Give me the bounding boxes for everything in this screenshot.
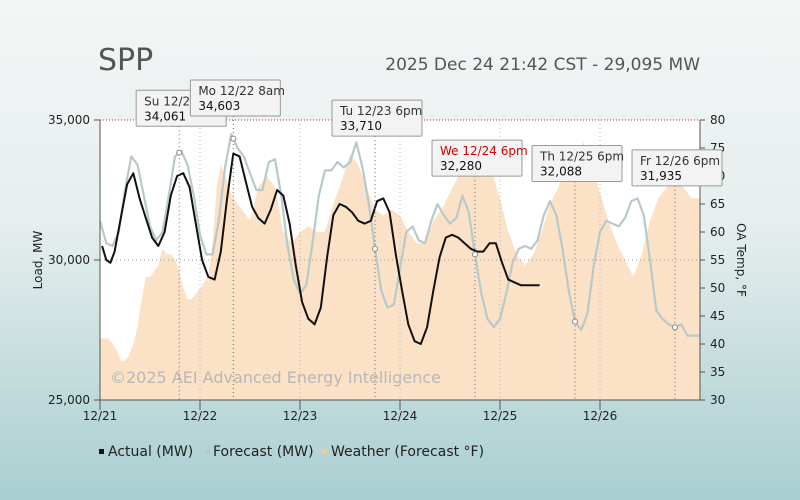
y2-tick-label: 35 (710, 365, 725, 379)
callout-value: 33,710 (340, 119, 382, 133)
legend-swatch-actual (99, 449, 104, 454)
callout-label: We 12/24 6pm (440, 144, 528, 158)
callout-value: 32,280 (440, 159, 482, 173)
x-tick-label: 12/23 (283, 409, 318, 423)
callout-value: 34,603 (198, 99, 240, 113)
y2-tick-label: 40 (710, 337, 725, 351)
legend-label-weather: Weather (Forecast °F) (331, 444, 484, 460)
callout-point (572, 318, 578, 325)
y2-tick-label: 45 (710, 309, 725, 323)
callout-point (672, 324, 678, 331)
callout-point (176, 149, 183, 156)
legend-swatch-forecast (205, 449, 210, 454)
legend-label-actual: Actual (MW) (108, 444, 193, 460)
chart-subtitle: 2025 Dec 24 21:42 CST - 29,095 MW (385, 55, 700, 75)
callout-label: Fr 12/26 6pm (640, 154, 720, 168)
chart-title: SPP (98, 43, 153, 78)
forecast-line (98, 132, 700, 337)
callout-point (372, 245, 378, 252)
callout-box (189, 79, 281, 117)
callout-label: Tu 12/23 6pm (339, 104, 422, 118)
callout-value: 34,061 (144, 109, 186, 123)
x-tick-label: 12/21 (83, 409, 118, 423)
x-tick-label: 12/22 (183, 409, 218, 423)
callout-box (431, 139, 523, 177)
legend-swatch-weather (322, 449, 327, 454)
actual-line (101, 152, 540, 345)
y2-tick-label: 65 (710, 197, 725, 211)
callout-box (331, 99, 423, 137)
y-tick-label: 30,000 (48, 253, 90, 267)
callout-label: Th 12/25 6pm (539, 150, 624, 164)
callout-value: 32,088 (540, 165, 582, 179)
callout-box (531, 145, 623, 183)
y2-tick-label: 55 (710, 253, 725, 267)
y2-tick-label: 30 (710, 393, 725, 407)
legend: Actual (MW) Forecast (MW) Weather (Forec… (99, 444, 484, 460)
y2-tick-label: 80 (710, 113, 725, 127)
x-tick-label: 12/26 (583, 409, 618, 423)
callout-label: Su 12/21 (144, 94, 198, 108)
callout-point (472, 251, 478, 258)
y-tick-label: 25,000 (48, 393, 90, 407)
x-tick-label: 12/25 (483, 409, 518, 423)
y-tick-label: 35,000 (48, 113, 90, 127)
y2-tick-label: 60 (710, 225, 725, 239)
callout-label: Mo 12/22 8am (198, 84, 285, 98)
callout-value: 31,935 (640, 169, 682, 183)
y2-tick-label: 50 (710, 281, 725, 295)
callout-point (230, 135, 237, 142)
watermark: ©2025 AEI Advanced Energy Intelligence (110, 368, 441, 387)
legend-label-forecast: Forecast (MW) (213, 444, 314, 460)
callout-box (631, 149, 723, 187)
y-axis-title: Load, MW (31, 231, 45, 290)
y2-axis-title: OA Temp, °F (734, 223, 748, 297)
x-tick-label: 12/24 (383, 409, 418, 423)
